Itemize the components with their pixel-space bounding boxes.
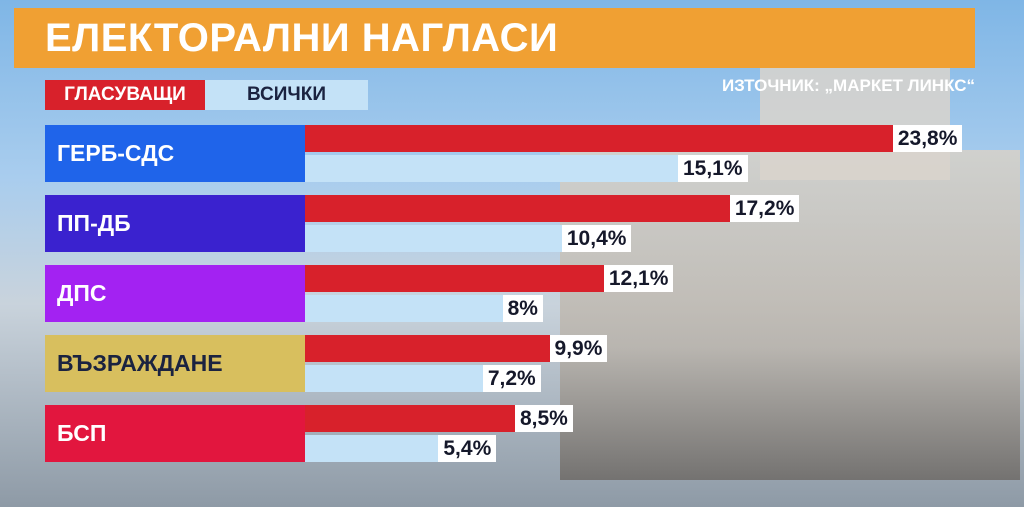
bar: [305, 335, 550, 362]
chart-title: ЕЛЕКТОРАЛНИ НАГЛАСИ: [45, 16, 559, 60]
bar: [305, 125, 893, 152]
bar: [305, 195, 730, 222]
value-label: 15,1%: [677, 155, 748, 182]
value-label: 23,8%: [892, 125, 963, 152]
title-bar: [14, 8, 975, 68]
bar: [305, 155, 678, 182]
value-label: 12,1%: [603, 265, 674, 292]
legend-entry: ВСИЧКИ: [205, 80, 368, 110]
background-tower: [760, 60, 950, 180]
category-label: ДПС: [45, 265, 305, 322]
bar: [305, 265, 604, 292]
value-label: 5,4%: [438, 435, 497, 462]
bar: [305, 435, 439, 462]
bar: [305, 405, 515, 432]
bar: [305, 225, 562, 252]
legend-entry: ГЛАСУВАЩИ: [45, 80, 205, 110]
value-label: 8,5%: [514, 405, 573, 432]
category-label: БСП: [45, 405, 305, 462]
category-label: ПП-ДБ: [45, 195, 305, 252]
value-label: 8%: [502, 295, 543, 322]
category-label: ВЪЗРАЖДАНЕ: [45, 335, 305, 392]
category-label: ГЕРБ-СДС: [45, 125, 305, 182]
source-note: ИЗТОЧНИК: „МАРКЕТ ЛИНКС“: [721, 76, 975, 95]
bar: [305, 295, 503, 322]
value-label: 9,9%: [549, 335, 608, 362]
value-label: 10,4%: [561, 225, 632, 252]
value-label: 7,2%: [482, 365, 541, 392]
bar: [305, 365, 483, 392]
value-label: 17,2%: [729, 195, 800, 222]
